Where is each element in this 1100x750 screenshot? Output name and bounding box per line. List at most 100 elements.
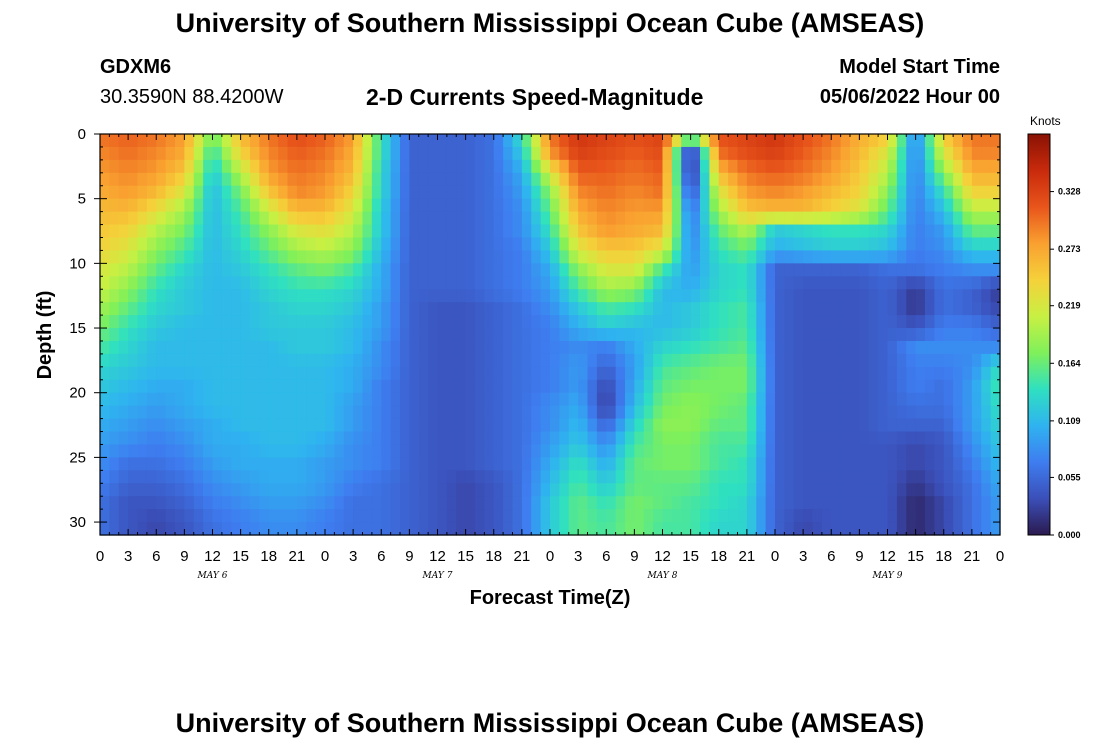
heatmap-cell xyxy=(840,211,851,226)
heatmap-cell xyxy=(306,159,317,174)
heatmap-cell xyxy=(671,146,682,161)
heatmap-cell xyxy=(221,509,232,523)
heatmap-cell xyxy=(953,418,964,433)
heatmap-cell xyxy=(653,211,664,226)
heatmap-cell xyxy=(409,328,420,342)
heatmap-cell xyxy=(231,302,242,316)
heatmap-cell xyxy=(184,134,195,148)
heatmap-cell xyxy=(690,237,701,252)
heatmap-cell xyxy=(981,522,992,536)
heatmap-cell xyxy=(484,328,495,342)
heatmap-cell xyxy=(390,146,401,161)
heatmap-cell xyxy=(568,263,579,277)
heatmap-cell xyxy=(493,444,504,458)
heatmap-cell xyxy=(371,366,382,381)
heatmap-cell xyxy=(193,146,204,161)
heatmap-cell xyxy=(793,509,804,523)
heatmap-cell xyxy=(681,146,692,161)
heatmap-cell xyxy=(765,353,776,368)
heatmap-cell xyxy=(193,457,204,471)
heatmap-cell xyxy=(662,211,673,226)
heatmap-cell xyxy=(287,470,298,484)
colorbar-label: 0.219 xyxy=(1058,301,1081,311)
heatmap-cell xyxy=(400,172,410,187)
heatmap-cell xyxy=(240,470,251,484)
heatmap-cell xyxy=(868,392,879,407)
heatmap-cell xyxy=(221,146,232,161)
heatmap-cell xyxy=(596,134,607,148)
heatmap-cell xyxy=(137,276,148,290)
heatmap-cell xyxy=(915,250,926,264)
heatmap-cell xyxy=(128,353,139,368)
heatmap-cell xyxy=(878,302,889,316)
x-tick-label: 9 xyxy=(855,548,863,565)
heatmap-cell xyxy=(906,134,917,148)
heatmap-cell xyxy=(934,211,945,226)
heatmap-cell xyxy=(381,483,392,497)
heatmap-cell xyxy=(625,418,635,433)
heatmap-cell xyxy=(953,379,964,394)
heatmap-cell xyxy=(353,263,364,277)
heatmap-cell xyxy=(775,431,785,446)
heatmap-cell xyxy=(587,392,598,407)
heatmap-cell xyxy=(475,328,485,342)
heatmap-cell xyxy=(765,198,776,213)
heatmap-cell xyxy=(896,392,907,407)
heatmap-cell xyxy=(184,353,195,368)
heatmap-cell xyxy=(325,483,335,497)
heatmap-cell xyxy=(925,444,935,458)
heatmap-cell xyxy=(259,392,270,407)
heatmap-cell xyxy=(906,159,917,174)
heatmap-cell xyxy=(193,172,204,187)
heatmap-cell xyxy=(212,328,223,342)
heatmap-cell xyxy=(765,211,776,226)
heatmap-cell xyxy=(137,328,148,342)
heatmap-cell xyxy=(231,431,242,446)
heatmap-cell xyxy=(559,289,570,303)
y-tick-label: 20 xyxy=(69,385,86,402)
heatmap-cell xyxy=(850,509,860,523)
heatmap-cell xyxy=(587,185,598,200)
heatmap-cell xyxy=(437,159,448,174)
heatmap-cell xyxy=(456,366,467,381)
heatmap-cell xyxy=(887,483,898,497)
heatmap-cell xyxy=(287,457,298,471)
heatmap-cell xyxy=(793,146,804,161)
heatmap-cell xyxy=(212,276,223,290)
heatmap-cell xyxy=(109,444,120,458)
heatmap-cell xyxy=(278,418,289,433)
heatmap-cell xyxy=(428,276,439,290)
heatmap-cell xyxy=(475,522,485,536)
heatmap-cell xyxy=(568,328,579,342)
heatmap-cell xyxy=(446,172,457,187)
heatmap-cell xyxy=(109,276,120,290)
heatmap-cell xyxy=(250,470,260,484)
heatmap-cell xyxy=(550,185,560,200)
heatmap-cell xyxy=(203,134,214,148)
heatmap-cell xyxy=(493,418,504,433)
heatmap-cell xyxy=(962,289,973,303)
heatmap-cell xyxy=(906,263,917,277)
heatmap-cell xyxy=(109,302,120,316)
heatmap-cell xyxy=(231,172,242,187)
heatmap-cell xyxy=(662,315,673,329)
heatmap-cell xyxy=(503,509,514,523)
heatmap-cell xyxy=(746,509,757,523)
heatmap-cell xyxy=(578,340,589,355)
heatmap-cell xyxy=(250,315,260,329)
heatmap-cell xyxy=(418,444,429,458)
heatmap-cell xyxy=(718,224,729,239)
heatmap-cell xyxy=(943,522,954,536)
heatmap-cell xyxy=(606,224,617,239)
heatmap-cell xyxy=(812,211,823,226)
heatmap-cell xyxy=(634,276,645,290)
heatmap-cell xyxy=(690,431,701,446)
heatmap-cell xyxy=(484,509,495,523)
heatmap-cell xyxy=(306,392,317,407)
heatmap-cell xyxy=(259,405,270,420)
heatmap-cell xyxy=(821,237,832,252)
heatmap-cell xyxy=(540,470,551,484)
heatmap-cell xyxy=(606,379,617,394)
heatmap-cell xyxy=(428,418,439,433)
heatmap-cell xyxy=(671,431,682,446)
